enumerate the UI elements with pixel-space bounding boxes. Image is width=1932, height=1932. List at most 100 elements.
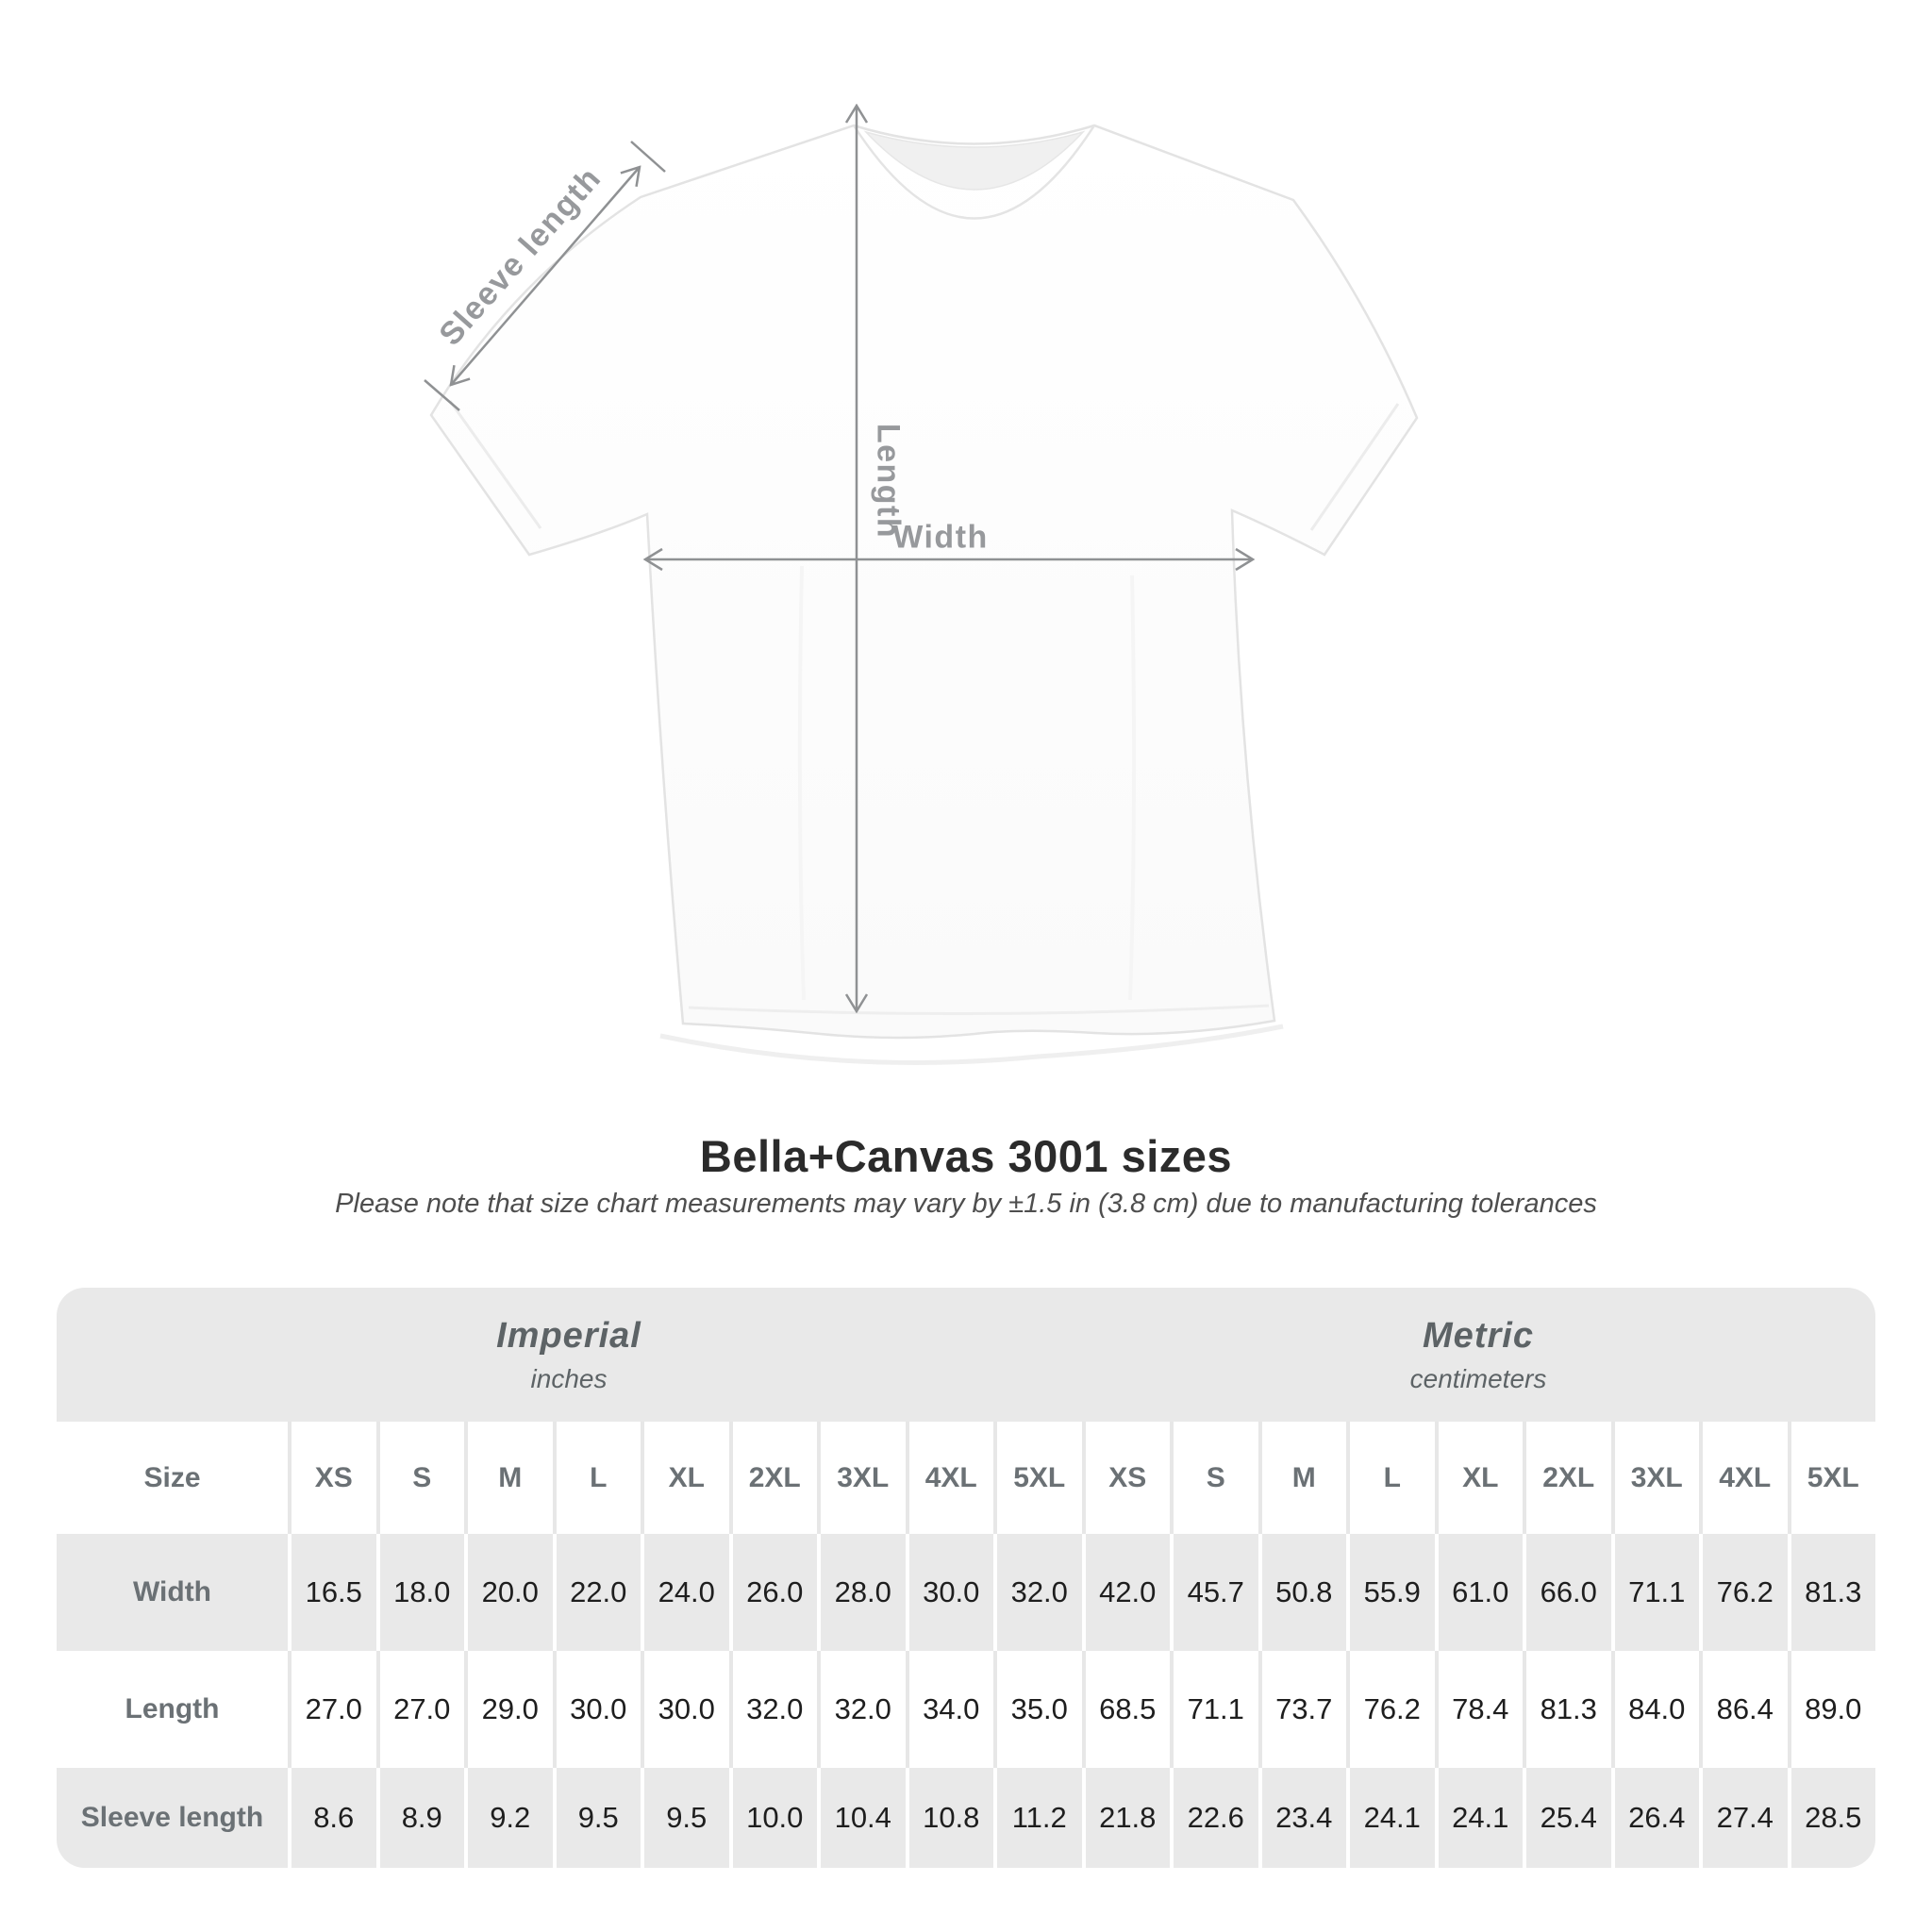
metric-value-cell: 26.4 [1610,1768,1700,1868]
width-dimension-label: Width [892,519,989,556]
measurement-rows: Width 16.5 18.0 20.0 22.0 24.0 26.0 28.0 30.0 32.… [57,1534,1875,1868]
imperial-value-cell: 35.0 [993,1651,1082,1768]
imperial-value-cell: 20.0 [464,1534,553,1651]
metric-value-cell: 61.0 [1434,1534,1524,1651]
imperial-value-cell: 24.0 [641,1534,729,1651]
imperial-value-cell: 10.0 [728,1768,818,1868]
metric-size-header-3xl: 3XL [1610,1422,1700,1534]
measurement-row-sleeve-length: Sleeve length 8.6 8.9 9.2 9.5 9.5 10.0 10.4 10.8… [57,1768,1875,1868]
imperial-value-cell: 8.9 [375,1768,465,1868]
metric-value-cell: 71.1 [1170,1651,1258,1768]
metric-value-cell: 81.3 [1787,1534,1876,1651]
metric-value-cell: 23.4 [1257,1768,1347,1868]
size-table: Imperial inches Metric centimeters Size X… [57,1288,1875,1868]
metric-value-cell: 21.8 [1081,1768,1171,1868]
collar-seam [852,125,1096,220]
metric-value-cell: 24.1 [1434,1768,1524,1868]
tshirt-illustration [424,0,1419,1065]
imperial-size-header-2xl: 2XL [728,1422,818,1534]
imperial-value-cell: 27.0 [288,1651,376,1768]
page-title: Bella+Canvas 3001 sizes [699,1131,1233,1181]
row-label-sleeve-length: Sleeve length [80,1802,264,1833]
metric-size-header-s: S [1170,1422,1258,1534]
imperial-header-group: Imperial inches [57,1288,1081,1422]
measurement-row-length: Length 27.0 27.0 29.0 30.0 30.0 32.0 32.0 34.0 35… [57,1651,1875,1768]
metric-value-cell: 71.1 [1610,1534,1700,1651]
metric-value-cell: 25.4 [1523,1768,1611,1868]
row-label-width: Width [132,1576,212,1607]
imperial-value-cell: 10.4 [817,1768,906,1868]
imperial-value-cell: 30.0 [641,1651,729,1768]
imperial-value-cell: 32.0 [728,1651,818,1768]
metric-value-cell: 68.5 [1081,1651,1171,1768]
metric-size-header-2xl: 2XL [1523,1422,1611,1534]
imperial-value-cell: 9.2 [464,1768,553,1868]
imperial-value-cell: 8.6 [288,1768,376,1868]
imperial-value-cell: 22.0 [552,1534,641,1651]
imperial-size-header-xl: XL [641,1422,729,1534]
imperial-unit-label: inches [530,1363,608,1393]
metric-size-header-4xl: 4XL [1699,1422,1788,1534]
metric-value-cell: 78.4 [1434,1651,1524,1768]
metric-size-header-m: M [1257,1422,1347,1534]
size-header-row: Size XS S M L XL 2XL 3XL 4XL 5XL XS S M L XL 2XL 3XL 4XL 5… [57,1422,1875,1534]
metric-value-cell: 84.0 [1610,1651,1700,1768]
imperial-size-header-3xl: 3XL [817,1422,906,1534]
metric-unit-label: centimeters [1409,1363,1547,1393]
imperial-value-cell: 27.0 [375,1651,465,1768]
imperial-size-header-xs: XS [288,1422,376,1534]
imperial-value-cell: 16.5 [288,1534,376,1651]
measurement-row-width: Width 16.5 18.0 20.0 22.0 24.0 26.0 28.0 30.0 32.… [57,1534,1875,1651]
metric-size-header-xl: XL [1434,1422,1524,1534]
imperial-system-label: Imperial [496,1315,641,1356]
metric-size-header-xs: XS [1081,1422,1171,1534]
metric-value-cell: 55.9 [1346,1534,1435,1651]
metric-header-group: Metric centimeters [1081,1288,1875,1422]
imperial-value-cell: 9.5 [641,1768,729,1868]
imperial-value-cell: 34.0 [905,1651,994,1768]
imperial-value-cell: 30.0 [552,1651,641,1768]
imperial-size-header-l: L [552,1422,641,1534]
imperial-size-header-s: S [375,1422,465,1534]
imperial-size-header-m: M [464,1422,553,1534]
imperial-value-cell: 10.8 [905,1768,994,1868]
metric-value-cell: 76.2 [1346,1651,1435,1768]
imperial-value-cell: 9.5 [552,1768,641,1868]
metric-value-cell: 27.4 [1699,1768,1788,1868]
metric-value-cell: 24.1 [1346,1768,1435,1868]
metric-system-label: Metric [1423,1315,1534,1356]
dimension-arrows [424,106,1253,1011]
metric-value-cell: 22.6 [1170,1768,1258,1868]
metric-size-header-l: L [1346,1422,1435,1534]
metric-value-cell: 81.3 [1523,1651,1611,1768]
size-corner-header: Size [143,1461,201,1493]
metric-value-cell: 76.2 [1699,1534,1788,1651]
metric-value-cell: 50.8 [1257,1534,1347,1651]
sleeve-length-arrow [451,167,640,385]
imperial-value-cell: 11.2 [993,1768,1082,1868]
metric-value-cell: 86.4 [1699,1651,1788,1768]
metric-value-cell: 73.7 [1257,1651,1347,1768]
imperial-value-cell: 26.0 [728,1534,818,1651]
unit-header-band: Imperial inches Metric centimeters [57,1288,1875,1422]
sleeve-extension-tick-bottom [424,379,460,411]
metric-value-cell: 28.5 [1787,1768,1876,1868]
imperial-value-cell: 32.0 [817,1651,906,1768]
imperial-value-cell: 28.0 [817,1534,906,1651]
imperial-size-header-4xl: 4XL [905,1422,994,1534]
imperial-value-cell: 30.0 [905,1534,994,1651]
collar-opening [863,130,1086,191]
imperial-size-header-5xl: 5XL [993,1422,1082,1534]
sleeve-extension-tick-top [630,141,666,173]
imperial-value-cell: 29.0 [464,1651,553,1768]
imperial-value-cell: 32.0 [993,1534,1082,1651]
imperial-value-cell: 18.0 [375,1534,465,1651]
metric-value-cell: 66.0 [1523,1534,1611,1651]
page-subtitle: Please note that size chart measurements… [335,1189,1597,1219]
metric-size-header-5xl: 5XL [1787,1422,1876,1534]
row-label-length: Length [125,1693,220,1724]
metric-value-cell: 89.0 [1787,1651,1876,1768]
tshirt-body [429,124,1419,1065]
metric-value-cell: 42.0 [1081,1534,1171,1651]
